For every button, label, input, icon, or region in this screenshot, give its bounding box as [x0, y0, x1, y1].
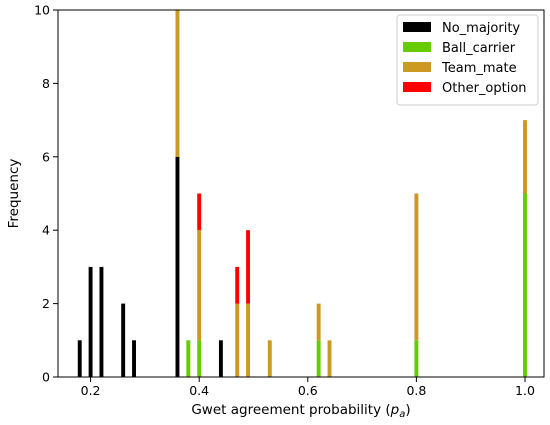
legend-box — [396, 14, 539, 106]
bar-team-mate-2 — [235, 303, 240, 377]
legend-swatch-no-majority — [403, 22, 431, 32]
bar-no-majority-6 — [218, 340, 223, 377]
bar-ball-carrier-4 — [523, 193, 527, 377]
legend-label-no-majority: No_majority — [442, 21, 520, 36]
y-tick-label: 0 — [42, 370, 50, 385]
x-tick-label: 0.4 — [189, 383, 209, 398]
bar-team-mate-7 — [414, 193, 419, 341]
legend-label-ball-carrier: Ball_carrier — [442, 41, 516, 56]
bars-layer — [77, 10, 527, 377]
legend-swatch-team-mate — [403, 62, 431, 72]
bar-no-majority-5 — [175, 156, 180, 377]
bar-other-option-2 — [246, 230, 251, 304]
y-tick-label: 6 — [42, 149, 50, 164]
bar-team-mate-4 — [267, 340, 272, 377]
ticks-layer: 0.2 0.4 0.6 0.8 1.0 0 2 4 6 8 10 — [34, 3, 535, 399]
bar-team-mate-8 — [523, 120, 527, 194]
legend-label-other-option: Other_option — [442, 81, 527, 96]
bar-ball-carrier-2 — [316, 340, 321, 377]
plot-area-frame — [57, 9, 545, 378]
y-tick-label: 8 — [42, 76, 50, 91]
y-tick-label: 10 — [34, 3, 50, 18]
bar-no-majority-3 — [121, 303, 126, 377]
legend-label-team-mate: Team_mate — [441, 61, 517, 76]
y-axis-label: Frequency — [6, 159, 22, 229]
bar-ball-carrier-0 — [186, 340, 191, 377]
bar-team-mate-1 — [197, 230, 202, 341]
bar-other-option-1 — [235, 266, 240, 304]
x-tick-label: 0.6 — [298, 383, 318, 398]
x-axis-label: Gwet agreement probability (pa) — [191, 402, 410, 420]
bar-team-mate-6 — [327, 340, 332, 377]
x-tick-label: 0.8 — [406, 383, 426, 398]
x-tick-label: 1.0 — [515, 383, 535, 398]
legend-swatch-ball-carrier — [403, 42, 431, 52]
y-tick-label: 4 — [42, 223, 50, 238]
bar-team-mate-3 — [246, 303, 251, 377]
bar-other-option-0 — [197, 193, 202, 231]
x-tick-label: 0.2 — [81, 383, 101, 398]
y-tick-label: 2 — [42, 296, 50, 311]
bar-team-mate-0 — [175, 10, 180, 157]
bar-no-majority-4 — [132, 340, 136, 377]
bar-no-majority-2 — [99, 266, 104, 377]
legend: No_majority Ball_carrier Team_mate Other… — [396, 14, 539, 106]
bar-ball-carrier-3 — [414, 340, 419, 377]
bar-ball-carrier-1 — [197, 340, 202, 377]
legend-swatch-other-option — [403, 82, 431, 92]
bar-team-mate-5 — [316, 303, 321, 341]
bar-no-majority-1 — [88, 266, 93, 377]
bar-no-majority-0 — [77, 340, 82, 377]
